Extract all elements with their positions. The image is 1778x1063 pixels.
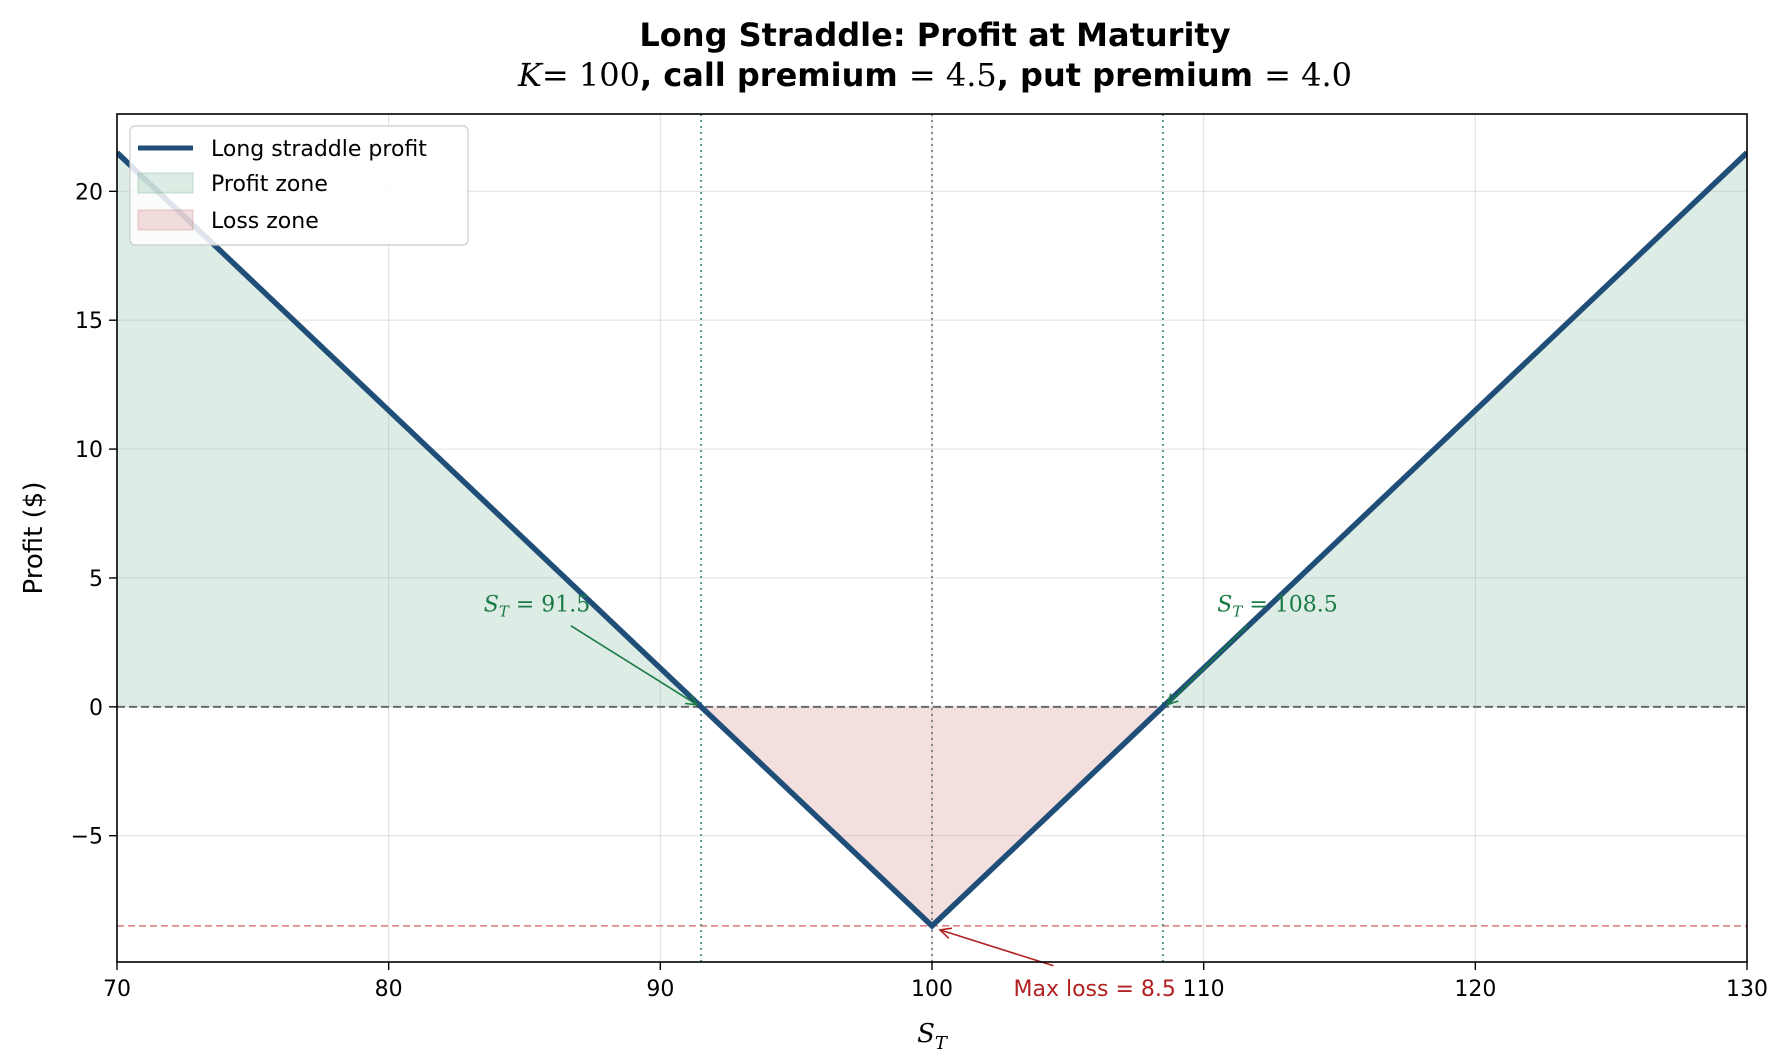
x-tick-label: 110 xyxy=(1183,977,1225,1002)
annotation-labels: ST = 91.5 ST = 108.5 Max loss = 8.5 xyxy=(484,593,1338,1002)
x-tick-label: 90 xyxy=(646,977,674,1002)
annotation-arrow-line xyxy=(570,625,698,706)
y-tick-label: 15 xyxy=(75,309,103,334)
annotation-arrow-head xyxy=(685,694,699,706)
subtitle-call-value: = 4.5 xyxy=(909,56,997,94)
subtitle-k-value: = 100 xyxy=(542,56,640,94)
legend: Long straddle profit Profit zone Loss zo… xyxy=(129,125,469,246)
subtitle-put-label: , put premium xyxy=(997,56,1264,94)
x-label-symbol: S xyxy=(917,1019,935,1049)
legend-label-profit: Profit zone xyxy=(211,172,328,197)
subtitle-k-symbol: K xyxy=(517,56,544,94)
y-axis-label: Profit ($) xyxy=(19,482,49,595)
annotation-breakeven: ST = 108.5 xyxy=(1217,593,1338,621)
legend-swatch-profit xyxy=(137,172,194,194)
legend-swatch-loss xyxy=(137,209,194,231)
x-label-subscript: T xyxy=(935,1033,949,1054)
y-tick-label: 20 xyxy=(75,180,103,205)
annotation-max-loss: Max loss = 8.5 xyxy=(1014,977,1176,1002)
y-tick-label: −5 xyxy=(71,825,103,850)
chart-subtitle: K= 100, call premium = 4.5, put premium … xyxy=(517,56,1352,94)
subtitle-put-value: = 4.0 xyxy=(1264,56,1352,94)
annotation-arrow-line xyxy=(1166,625,1248,706)
annotation-breakeven: ST = 91.5 xyxy=(484,593,591,621)
x-tick-label: 80 xyxy=(375,977,403,1002)
y-tick-label: 10 xyxy=(75,438,103,463)
legend-label-loss: Loss zone xyxy=(211,209,319,234)
annotation-arrows xyxy=(570,625,1248,967)
annotation-arrow-head xyxy=(938,927,952,939)
series-line-straddle-profit xyxy=(117,150,1747,930)
series-layer xyxy=(117,150,1747,930)
x-tick-label: 130 xyxy=(1726,977,1768,1002)
legend-label-series: Long straddle profit xyxy=(211,137,427,162)
x-tick-label: 120 xyxy=(1454,977,1496,1002)
x-tick-label: 70 xyxy=(103,977,131,1002)
chart-title: Long Straddle: Profit at Maturity xyxy=(639,16,1230,54)
axis-ticks: 70 80 90 100 110 120 130 −5 0 5 10 15 20 xyxy=(71,180,1768,1002)
annotation-arrow-line xyxy=(939,929,1054,967)
subtitle-call-label: , call premium xyxy=(640,56,909,94)
y-tick-label: 0 xyxy=(89,696,103,721)
annotation-arrow-head xyxy=(1165,693,1179,707)
x-tick-label: 100 xyxy=(911,977,953,1002)
legend-box xyxy=(129,125,469,246)
x-axis-label: ST xyxy=(917,1019,949,1054)
y-tick-label: 5 xyxy=(89,567,103,592)
